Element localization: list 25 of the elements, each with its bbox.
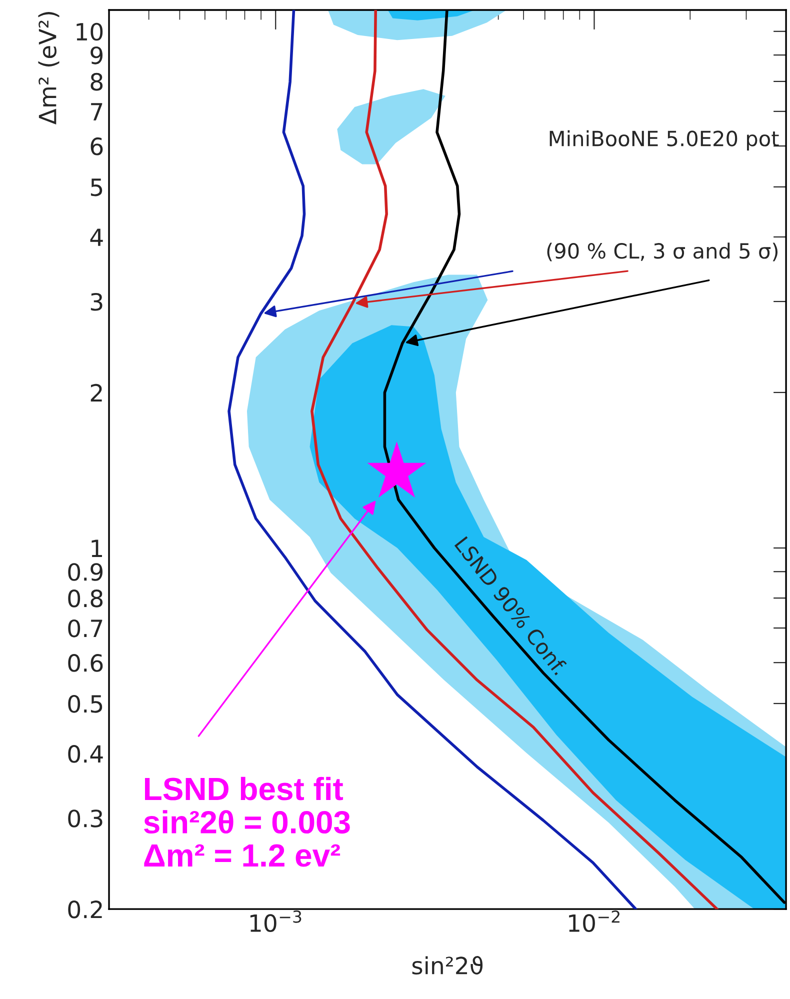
y-tick-label: 8 bbox=[90, 72, 103, 91]
y-tick-label: 0.2 bbox=[68, 900, 102, 918]
y-tick-label: 9 bbox=[90, 46, 102, 64]
y-tick-label: 3 bbox=[90, 292, 102, 311]
y-tick-label: 10 bbox=[76, 22, 103, 41]
y-tick-label: 0.6 bbox=[68, 654, 103, 672]
y-tick-label: 0.3 bbox=[68, 810, 102, 828]
annotation: MiniBooNE 5.0E20 pot bbox=[550, 130, 779, 150]
annotation: LSND best fit sin²2θ = 0.003 Δm² = 1.2 ev² bbox=[144, 776, 350, 867]
y-tick-label: 6 bbox=[90, 137, 103, 156]
y-tick-label: 4 bbox=[90, 228, 103, 246]
y-tick-label: 1 bbox=[92, 540, 102, 557]
x-tick-label: 10$^{−3}$ bbox=[250, 910, 302, 932]
x-axis-title: sin²2ϑ bbox=[412, 956, 483, 975]
x-tick-label: 10$^{−2}$ bbox=[569, 910, 620, 932]
y-tick-label: 2 bbox=[90, 384, 102, 402]
y-tick-label: 7 bbox=[91, 103, 102, 120]
y-tick-label: 0.7 bbox=[68, 619, 102, 638]
y-tick-label: 0.8 bbox=[68, 590, 103, 608]
y-axis-title: Δm² (eV²) bbox=[38, 12, 60, 124]
y-tick-label: 0.5 bbox=[68, 694, 102, 713]
y-tick-label: 5 bbox=[90, 178, 102, 196]
annotation: (90 % CL, 3 σ and 5 σ) bbox=[547, 242, 778, 262]
y-tick-label: 0.4 bbox=[68, 745, 103, 763]
y-tick-label: 0.9 bbox=[68, 563, 102, 581]
